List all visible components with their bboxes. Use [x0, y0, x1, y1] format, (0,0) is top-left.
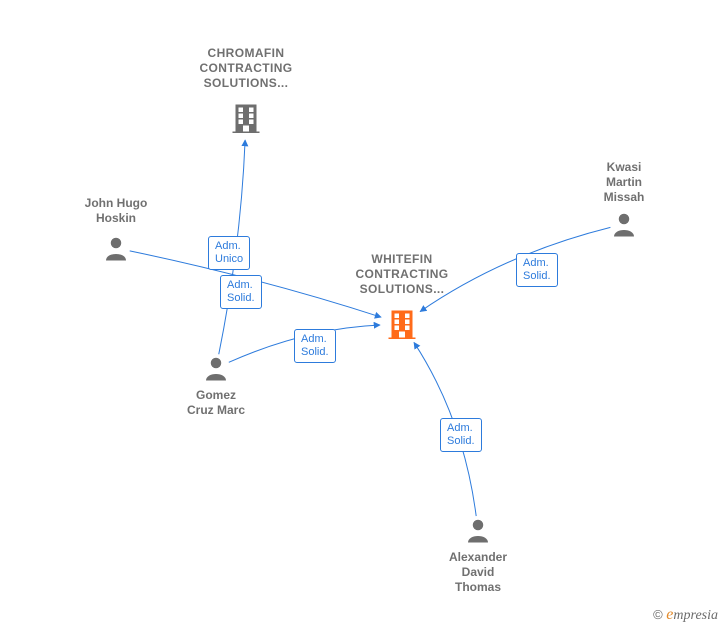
node-icon-alexander[interactable] [463, 515, 493, 550]
building-icon [228, 100, 264, 136]
edge-label-gomez-chromafin: Adm. Unico [208, 236, 250, 270]
edge-label-john-whitefin: Adm. Solid. [220, 275, 262, 309]
edge-label-gomez-whitefin: Adm. Solid. [294, 329, 336, 363]
node-icon-john[interactable] [101, 233, 131, 268]
copyright-footer: © empresia [653, 606, 718, 624]
node-label-gomez[interactable]: Gomez Cruz Marc [178, 388, 254, 418]
person-icon [201, 353, 231, 383]
person-icon [609, 209, 639, 239]
node-label-kwasi[interactable]: Kwasi Martin Missah [592, 160, 656, 205]
building-icon [384, 306, 420, 342]
edge-label-kwasi-whitefin: Adm. Solid. [516, 253, 558, 287]
brand-rest: mpresia [673, 608, 718, 623]
network-diagram: CHROMAFIN CONTRACTING SOLUTIONS... WHITEF… [0, 0, 728, 630]
person-icon [463, 515, 493, 545]
node-icon-kwasi[interactable] [609, 209, 639, 244]
node-icon-gomez[interactable] [201, 353, 231, 388]
node-label-chromafin[interactable]: CHROMAFIN CONTRACTING SOLUTIONS... [196, 46, 296, 91]
node-label-alexander[interactable]: Alexander David Thomas [438, 550, 518, 595]
node-label-whitefin[interactable]: WHITEFIN CONTRACTING SOLUTIONS... [348, 252, 456, 297]
node-label-john[interactable]: John Hugo Hoskin [74, 196, 158, 226]
node-icon-whitefin[interactable] [384, 306, 420, 347]
copyright-symbol: © [653, 607, 663, 622]
edge-label-alexander-whitefin: Adm. Solid. [440, 418, 482, 452]
edges-layer [0, 0, 728, 630]
person-icon [101, 233, 131, 263]
node-icon-chromafin[interactable] [228, 100, 264, 141]
